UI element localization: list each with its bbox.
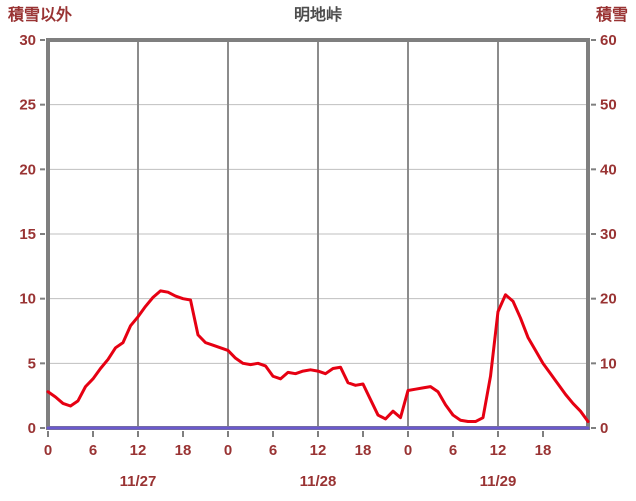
left-axis-tick-label: 20 <box>19 161 36 178</box>
hour-tick-label: 18 <box>535 442 552 459</box>
left-axis-tick-label: 10 <box>19 291 36 308</box>
station-title: 明地峠 <box>293 7 343 24</box>
right-axis-tick-label: 60 <box>600 32 617 49</box>
hour-tick-label: 6 <box>89 442 97 459</box>
date-label: 11/28 <box>300 473 337 490</box>
hour-tick-label: 0 <box>224 442 232 459</box>
left-axis-title: 積雪以外 <box>8 7 73 24</box>
date-label: 11/29 <box>480 473 517 490</box>
left-axis-tick-label: 15 <box>19 226 36 243</box>
hour-tick-label: 6 <box>269 442 277 459</box>
date-label: 11/27 <box>120 473 157 490</box>
hour-tick-label: 18 <box>355 442 372 459</box>
hour-tick-label: 0 <box>44 442 52 459</box>
left-axis-tick-label: 30 <box>19 32 36 49</box>
right-axis-tick-label: 10 <box>600 355 617 372</box>
right-axis-tick-label: 40 <box>600 161 617 178</box>
hour-tick-label: 12 <box>130 442 147 459</box>
hour-tick-label: 6 <box>449 442 457 459</box>
hour-tick-label: 12 <box>490 442 507 459</box>
hour-tick-label: 0 <box>404 442 412 459</box>
right-axis-tick-label: 0 <box>600 420 608 437</box>
hour-tick-label: 18 <box>175 442 192 459</box>
right-axis-title: 積雪 <box>595 7 628 24</box>
series-line-left <box>46 289 590 424</box>
left-axis-tick-label: 25 <box>19 97 36 114</box>
right-axis-tick-label: 30 <box>600 226 617 243</box>
left-axis-tick-label: 0 <box>28 420 36 437</box>
right-axis-tick-label: 50 <box>600 97 617 114</box>
left-axis-tick-label: 5 <box>28 355 36 372</box>
hour-tick-label: 12 <box>310 442 327 459</box>
right-axis-tick-label: 20 <box>600 291 617 308</box>
